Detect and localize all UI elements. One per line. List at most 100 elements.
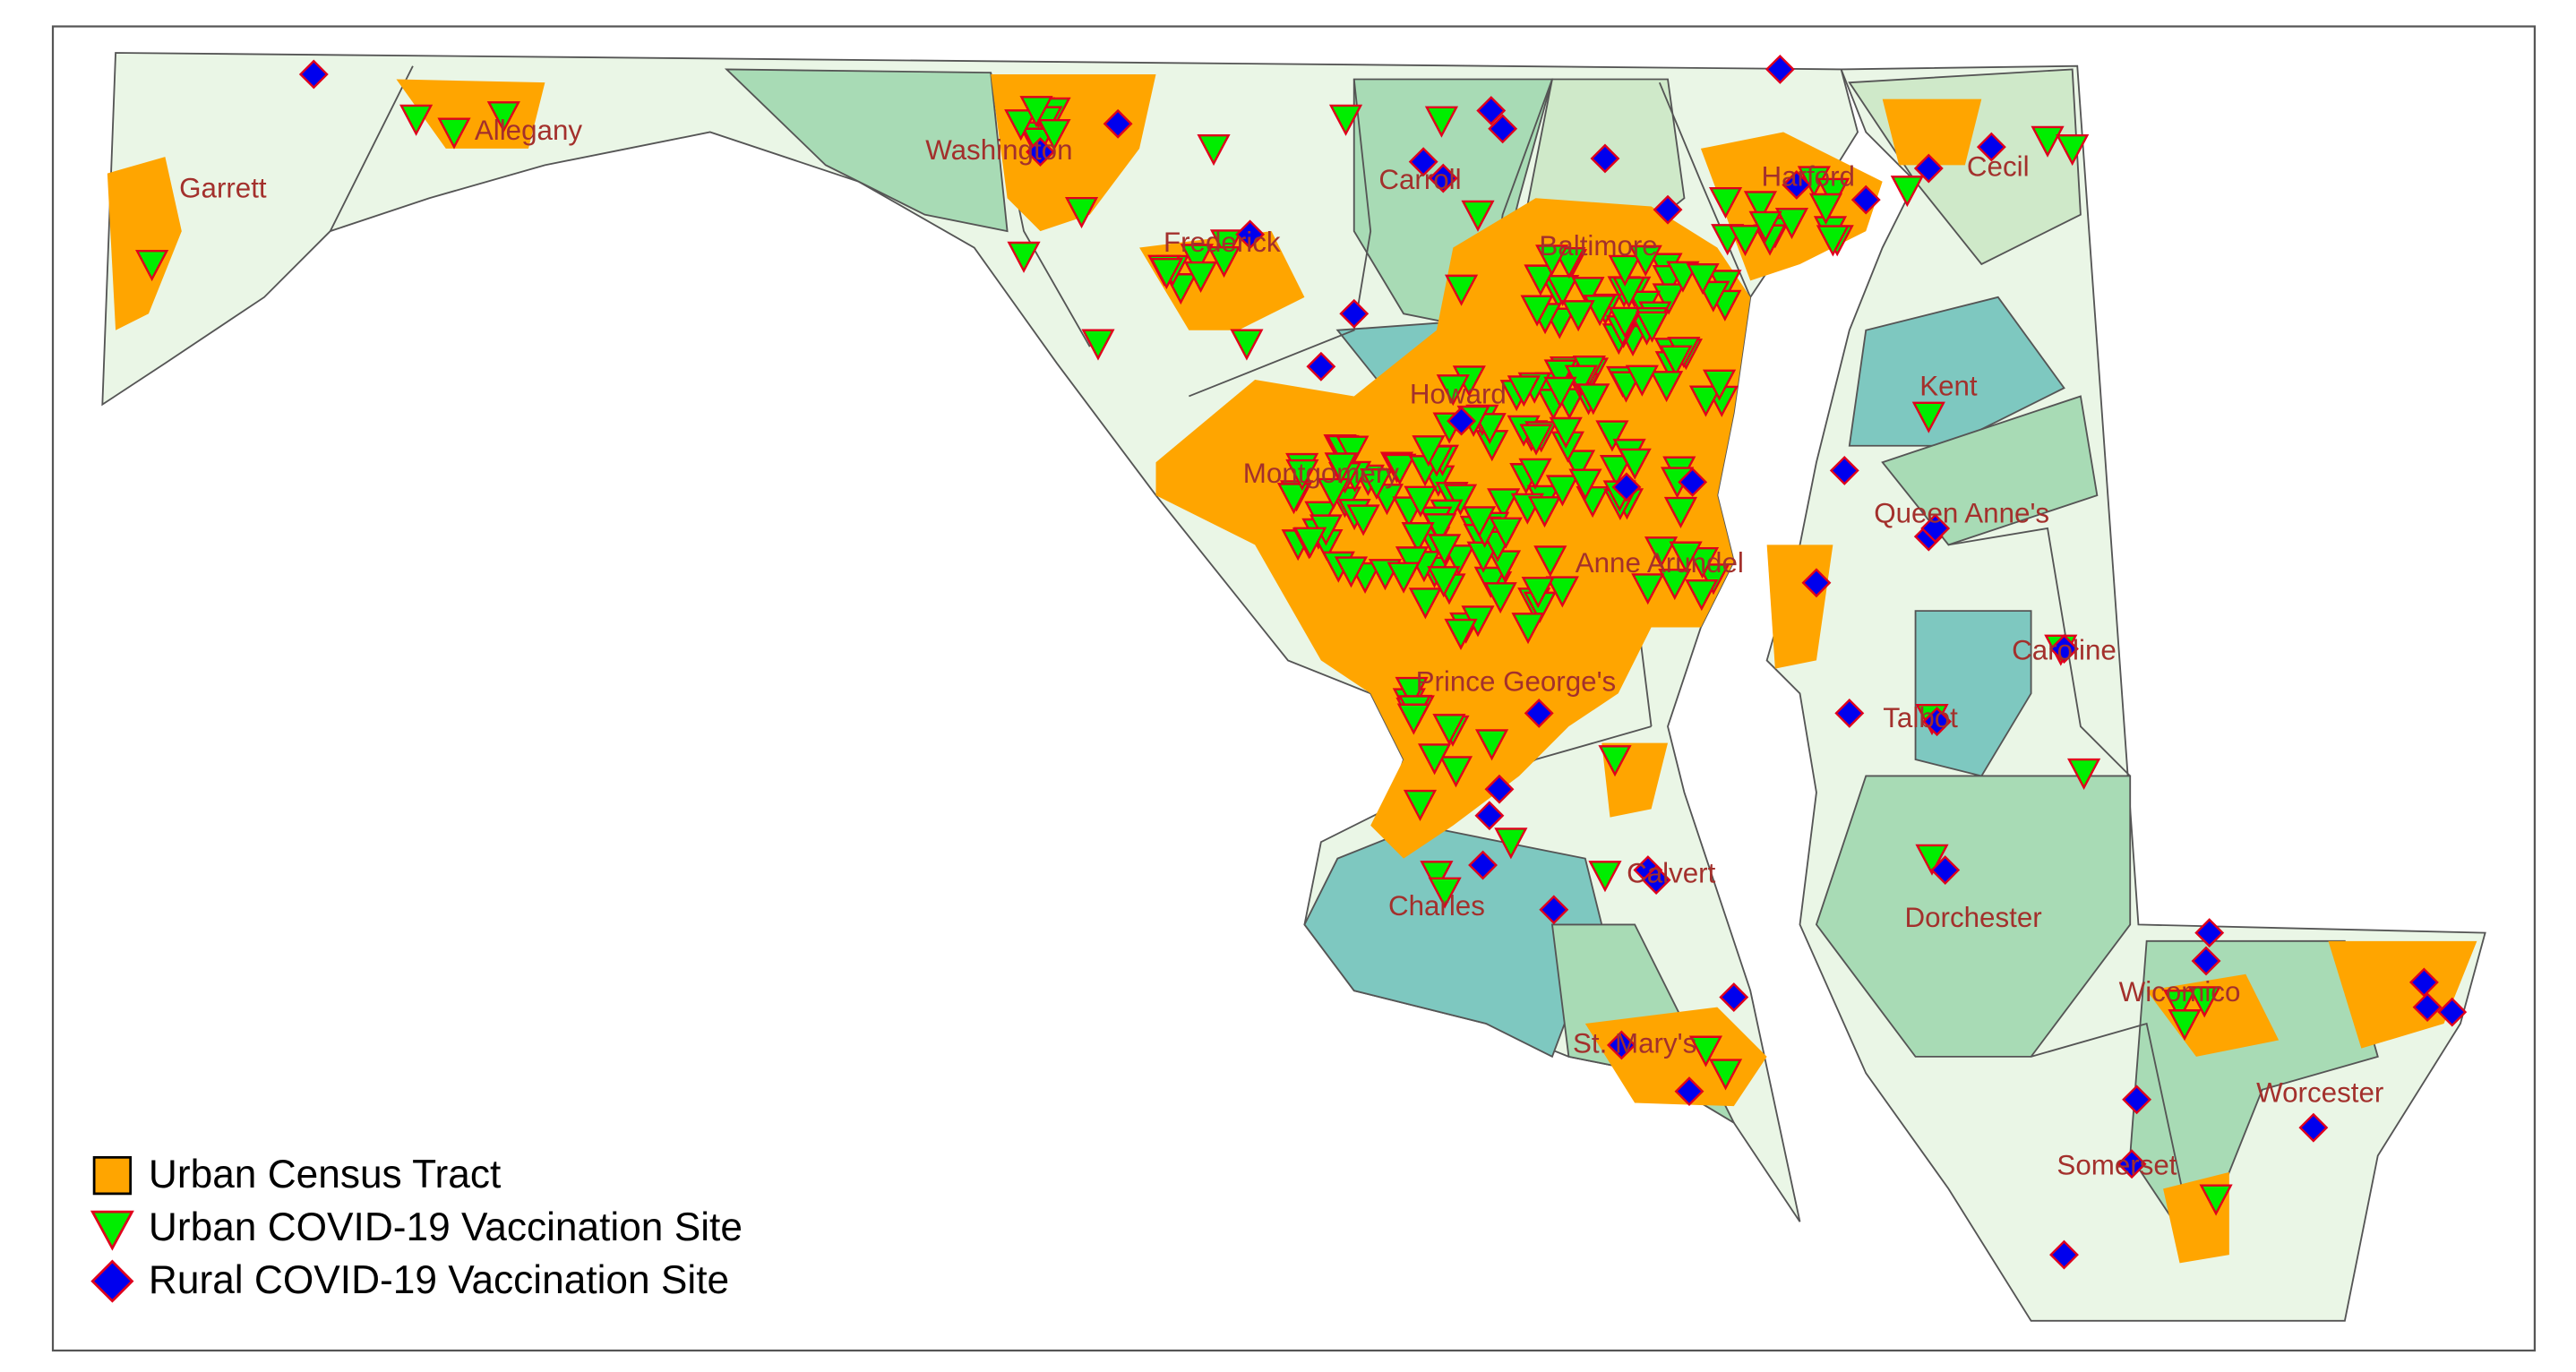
urban-site xyxy=(1408,587,1442,620)
rural-site xyxy=(1922,707,1952,737)
rural-site xyxy=(1235,219,1266,250)
rural-site xyxy=(2437,997,2468,1027)
urban-site xyxy=(1483,582,1517,614)
urban-site xyxy=(1652,283,1686,315)
urban-site xyxy=(1462,506,1497,538)
county-label: Washington xyxy=(925,134,1072,166)
rural-site xyxy=(1488,114,1518,144)
urban-site xyxy=(1396,703,1430,735)
rural-site xyxy=(2117,1149,2147,1179)
county-border xyxy=(1658,81,1752,298)
urban-site xyxy=(1293,527,1327,559)
urban-tract xyxy=(396,79,545,149)
urban-site xyxy=(1418,743,1452,776)
urban-site xyxy=(2187,986,2221,1018)
urban-site xyxy=(1209,229,1244,262)
urban-site xyxy=(1360,467,1394,501)
urban-site xyxy=(1511,613,1545,645)
urban-site xyxy=(1444,274,1479,306)
rural-site xyxy=(1913,153,1944,184)
urban-site xyxy=(1890,176,1924,208)
urban-site xyxy=(1461,200,1495,232)
urban-site xyxy=(2162,989,2197,1022)
rural-site xyxy=(1026,137,1055,167)
urban-tract xyxy=(1882,99,1982,166)
rural-site xyxy=(2049,1239,2079,1270)
urban-site xyxy=(1631,573,1665,605)
urban-site xyxy=(1808,193,1843,225)
urban-site xyxy=(1276,483,1311,515)
legend-label: Urban COVID-19 Vaccination Site xyxy=(149,1205,743,1249)
urban-site xyxy=(1428,877,1462,909)
urban-site xyxy=(1489,517,1523,549)
urban-site xyxy=(1628,244,1662,277)
urban-site xyxy=(2067,758,2101,790)
county-label: Cecil xyxy=(1967,150,2030,182)
county-label: Garrett xyxy=(179,172,267,203)
urban-site xyxy=(1545,475,1580,507)
rural-site xyxy=(1850,184,1881,215)
urban-site xyxy=(399,104,434,136)
urban-site xyxy=(1401,522,1435,554)
rural-site xyxy=(1408,147,1438,177)
rural-site xyxy=(1719,982,1749,1012)
urban-site xyxy=(1494,827,1528,860)
urban-site xyxy=(1545,576,1579,608)
urban-site xyxy=(1328,104,1363,136)
urban-site xyxy=(1521,577,1555,609)
legend: Urban Census Tract Urban COVID-19 Vaccin… xyxy=(90,1153,743,1303)
urban-site xyxy=(1444,618,1478,651)
urban-site xyxy=(1346,504,1380,536)
urban-site xyxy=(1428,534,1462,566)
rural-site xyxy=(1476,96,1507,125)
rural-site xyxy=(1339,298,1370,329)
urban-site xyxy=(1507,375,1541,407)
urban-site xyxy=(1519,424,1553,456)
urban-site xyxy=(1595,420,1629,452)
rural-site xyxy=(1524,698,1554,728)
urban-site xyxy=(1230,329,1264,361)
urban-site xyxy=(1685,579,1719,612)
urban-site xyxy=(1535,244,1569,277)
rural-site xyxy=(1428,163,1458,193)
urban-site xyxy=(486,101,520,133)
urban-site xyxy=(1588,861,1622,893)
rural-site xyxy=(1484,774,1515,804)
rural-site xyxy=(1674,1076,1704,1107)
sites xyxy=(135,54,2468,1270)
county-fill xyxy=(1914,610,2032,777)
county-border xyxy=(329,65,414,232)
county-label: Montgomery xyxy=(1243,458,1399,489)
urban-site xyxy=(1625,364,1659,397)
rural-site xyxy=(1765,54,1795,84)
rural-site xyxy=(1641,865,1671,896)
urban-site xyxy=(1317,477,1351,510)
urban-site xyxy=(1598,745,1632,777)
urban-site xyxy=(1608,254,1642,287)
urban-site xyxy=(1543,376,1577,408)
county-label: Somerset xyxy=(2057,1150,2177,1181)
rural-site xyxy=(1678,467,1708,497)
urban-site xyxy=(1335,435,1370,467)
urban-site xyxy=(1911,401,1945,433)
county-label: Harford xyxy=(1761,160,1854,192)
urban-site xyxy=(2056,133,2090,167)
urban-site xyxy=(1708,186,1743,219)
rural-site xyxy=(1930,855,1961,886)
urban-site xyxy=(1180,244,1214,276)
urban-site xyxy=(2031,125,2065,158)
legend-swatch xyxy=(90,1259,134,1303)
urban-site xyxy=(1412,435,1446,467)
urban-site xyxy=(1728,224,1763,257)
rural-site xyxy=(1103,108,1133,139)
urban-site xyxy=(1019,96,1053,128)
rural-site xyxy=(1539,895,1569,925)
legend-swatch xyxy=(90,1210,134,1251)
rural-site xyxy=(1447,406,1477,436)
urban-site xyxy=(1395,546,1430,579)
county-label: Allegany xyxy=(475,115,583,146)
rural-site xyxy=(1653,194,1683,225)
urban-site xyxy=(1561,300,1595,332)
urban-site xyxy=(1324,452,1358,484)
